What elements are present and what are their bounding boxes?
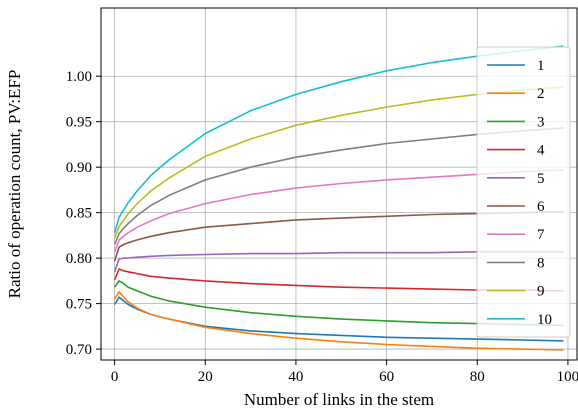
legend-label-3: 3 [537,114,545,130]
y-tick-label: 0.90 [66,160,92,176]
x-axis-label: Number of links in the stem [244,390,434,409]
legend-label-2: 2 [537,86,545,102]
y-axis-ticks: 0.70 0.75 0.80 0.85 0.90 0.95 1.00 [66,69,101,358]
series-line-6 [113,210,564,262]
x-tick-label: 40 [288,369,303,385]
series-line-1 [113,296,564,342]
series-line-4 [113,268,564,292]
y-tick-label: 0.80 [66,251,92,267]
series-line-2 [113,290,564,351]
series-line-5 [113,251,564,273]
x-tick-label: 60 [379,369,394,385]
series-lines [113,45,564,351]
legend-label-5: 5 [537,171,545,187]
y-tick-label: 0.75 [66,297,92,313]
y-tick-label: 0.70 [66,342,92,358]
legend-label-8: 8 [537,255,545,271]
legend-label-6: 6 [537,199,545,215]
legend-label-1: 1 [537,58,545,74]
series-line-9 [113,86,564,239]
y-tick-label: 0.85 [66,206,92,222]
legend-label-7: 7 [537,227,545,243]
y-tick-label: 1.00 [66,69,92,85]
series-line-10 [113,45,564,233]
x-tick-label: 20 [198,369,213,385]
legend-frame [476,46,571,338]
legend: 1 2 3 4 5 6 7 8 9 10 [476,46,571,338]
legend-label-9: 9 [537,284,545,300]
legend-label-4: 4 [537,143,545,159]
y-axis-label: Ratio of operation count, PV:EFP [5,70,24,299]
x-tick-label: 80 [470,369,485,385]
axes-frame [100,7,578,361]
series-line-3 [113,280,564,327]
y-tick-label: 0.95 [66,115,92,131]
legend-label-10: 10 [537,312,552,328]
series-line-8 [113,127,564,245]
x-axis-ticks: 0 20 40 60 80 100 [111,360,578,385]
x-tick-label: 0 [111,369,119,385]
series-line-7 [113,169,564,253]
x-tick-label: 100 [557,369,578,385]
